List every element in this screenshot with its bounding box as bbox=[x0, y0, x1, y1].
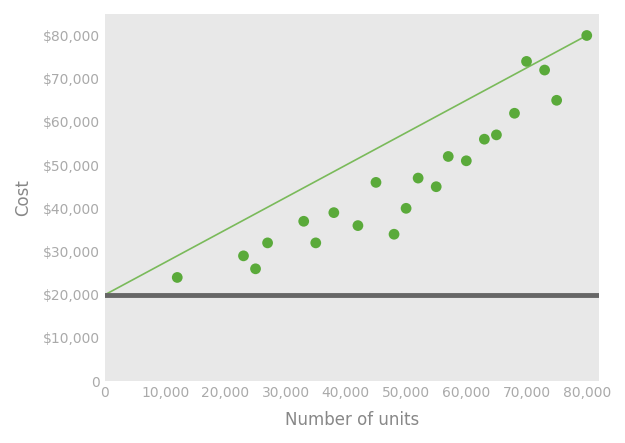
Point bbox=[353, 222, 363, 229]
Point bbox=[329, 209, 339, 216]
Point bbox=[413, 175, 423, 182]
Point bbox=[371, 179, 381, 186]
Point bbox=[239, 253, 249, 260]
Y-axis label: Cost: Cost bbox=[14, 179, 32, 216]
Point bbox=[582, 32, 592, 39]
Point bbox=[251, 265, 261, 272]
Point bbox=[521, 58, 531, 65]
Point bbox=[431, 183, 441, 190]
Point bbox=[479, 136, 489, 143]
Point bbox=[509, 110, 519, 117]
X-axis label: Number of units: Number of units bbox=[285, 411, 419, 429]
Point bbox=[401, 205, 411, 212]
Point bbox=[461, 157, 471, 164]
Point bbox=[311, 239, 321, 246]
Point bbox=[173, 274, 182, 281]
Point bbox=[491, 131, 501, 138]
Point bbox=[443, 153, 453, 160]
Point bbox=[389, 231, 399, 238]
Point bbox=[552, 97, 562, 104]
Point bbox=[262, 239, 272, 246]
Point bbox=[299, 218, 309, 225]
Point bbox=[539, 66, 549, 74]
